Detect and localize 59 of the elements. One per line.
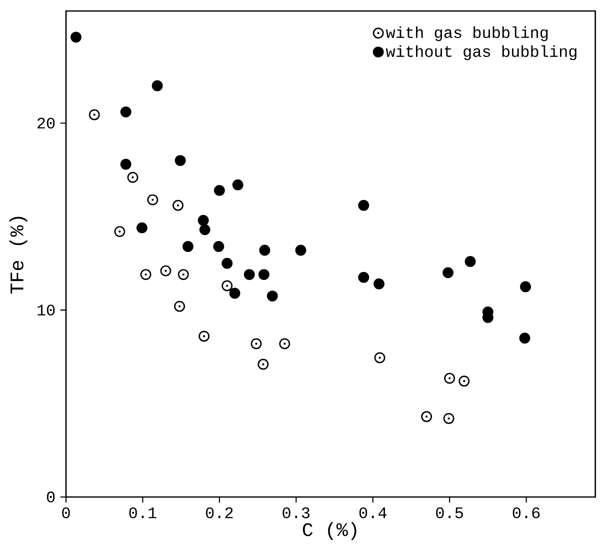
x-tick-label: 0.5 [436, 507, 463, 518]
point [266, 290, 278, 302]
point [160, 265, 172, 276]
point [222, 258, 233, 269]
x-tick-label: 0.3 [282, 507, 310, 518]
point [222, 280, 233, 292]
point [136, 222, 148, 234]
point [120, 106, 132, 118]
point [182, 241, 194, 252]
point [172, 200, 184, 211]
point [443, 413, 454, 424]
point [358, 200, 370, 211]
point [444, 372, 456, 384]
y-tick-label: 0 [46, 492, 55, 502]
x-tick-label: 0.6 [512, 507, 540, 518]
point [421, 411, 432, 422]
point [295, 244, 306, 256]
point [258, 269, 270, 280]
y-tick-label: 20 [38, 118, 55, 129]
point [70, 32, 82, 43]
x-tick-label: 0.1 [129, 507, 156, 518]
point [259, 244, 270, 256]
y-axis-title: TFe (%) [9, 216, 28, 294]
point [120, 158, 132, 170]
legend-label: with gas bubbling [386, 26, 548, 42]
point [199, 224, 210, 236]
point [198, 330, 210, 342]
point [374, 352, 386, 364]
x-tick-label: 0.4 [359, 507, 386, 518]
y-tick-label: 10 [38, 304, 55, 316]
point [147, 194, 158, 206]
point [250, 338, 262, 350]
point [520, 281, 531, 292]
point [88, 109, 100, 120]
point [358, 272, 370, 283]
point [140, 269, 152, 280]
point [258, 358, 269, 370]
point [198, 214, 209, 226]
point [214, 184, 225, 196]
point [519, 332, 530, 344]
point [213, 241, 224, 252]
x-tick-label: 0 [62, 507, 70, 518]
x-axis-title: C (%) [302, 522, 356, 540]
point [174, 300, 186, 312]
point [174, 155, 186, 166]
point [442, 267, 454, 278]
point [152, 80, 163, 92]
point [229, 288, 240, 299]
point [458, 376, 470, 387]
point [232, 179, 244, 190]
point [178, 269, 189, 280]
point [279, 338, 290, 350]
point [464, 256, 476, 267]
point [127, 172, 138, 183]
point [114, 226, 126, 238]
point [244, 269, 255, 280]
legend-label: without gas bubbling [386, 45, 576, 60]
point [374, 278, 384, 290]
x-tick-label: 0.2 [206, 507, 233, 518]
